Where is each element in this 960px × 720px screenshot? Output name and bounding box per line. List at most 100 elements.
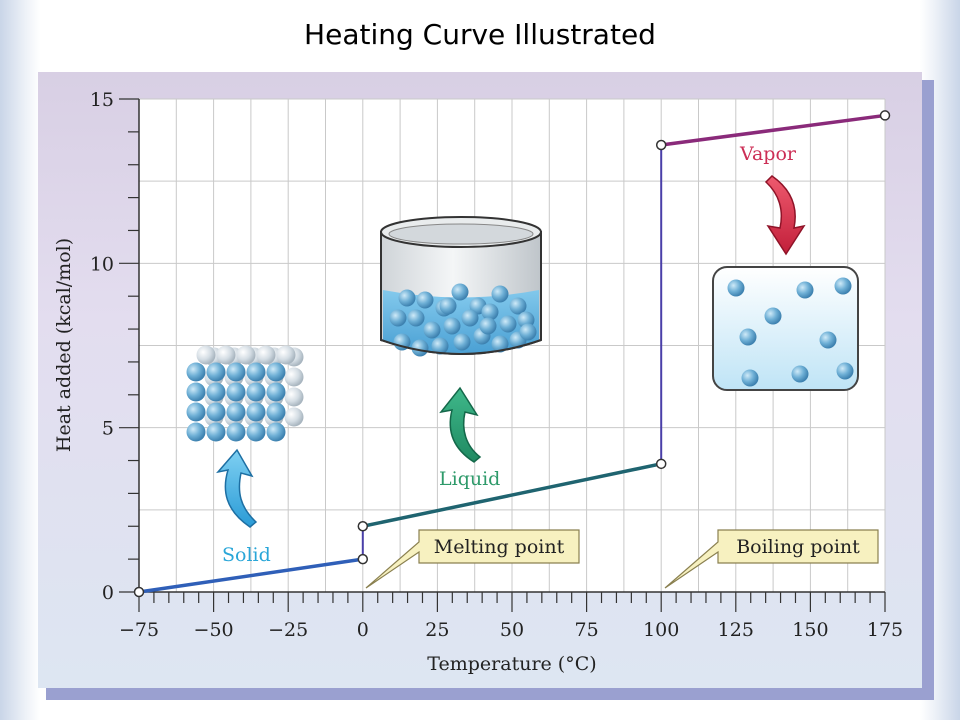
solid-particle (206, 362, 226, 382)
solid-particle (236, 345, 256, 365)
curve-point (357, 521, 369, 532)
liquid-particle (439, 297, 457, 315)
solid-particle (276, 345, 296, 365)
liquid-particle (479, 317, 497, 335)
liquid-particle (491, 285, 509, 303)
solid-particle (196, 345, 216, 365)
solid-particle (284, 387, 304, 407)
vapor-particle (819, 331, 837, 349)
solid-particle (206, 422, 226, 442)
liquid-particle (509, 297, 527, 315)
y-tick-label: 0 (102, 582, 114, 604)
solid-particle (186, 362, 206, 382)
solid-particle (226, 402, 246, 422)
solid-particle (266, 382, 286, 402)
x-tick-label: 125 (718, 619, 754, 641)
solid-particle (246, 362, 266, 382)
liquid-particle (499, 315, 517, 333)
solid-particle (226, 362, 246, 382)
slide-title: Heating Curve Illustrated (304, 18, 656, 51)
solid-particle (246, 402, 266, 422)
liquid-particle (423, 321, 441, 339)
x-tick-label: −50 (194, 619, 234, 641)
solid-particle (266, 362, 286, 382)
liquid-arrow-icon (439, 386, 482, 463)
vapor-particle (834, 277, 852, 295)
solid-particle (256, 345, 276, 365)
curve-points (133, 110, 891, 598)
liquid-particle (491, 335, 509, 353)
y-tick-label: 10 (90, 253, 114, 275)
solid-particle (206, 382, 226, 402)
vapor-particle (764, 307, 782, 325)
liquid-particle (407, 309, 425, 327)
vapor-label: Vapor (739, 143, 797, 165)
vapor-particle (727, 279, 745, 297)
liquid-particle (411, 339, 429, 357)
liquid-particle (519, 323, 537, 341)
solid-particle (216, 345, 236, 365)
liquid-particle (461, 309, 479, 327)
vapor-particle (739, 328, 757, 346)
solid-particle (246, 382, 266, 402)
vapor-particle (836, 362, 854, 380)
curve-point (655, 139, 667, 151)
y-axis-label: Heat added (kcal/mol) (53, 238, 75, 452)
liquid-particle (451, 283, 469, 301)
x-tick-label: 25 (425, 619, 449, 641)
solid-particle (226, 422, 246, 442)
y-tick-label: 15 (90, 89, 114, 111)
x-tick-label: 175 (867, 619, 903, 641)
boiling-point-label: Boiling point (736, 536, 860, 558)
vapor-particle (796, 281, 814, 299)
curve-point (133, 586, 145, 598)
x-tick-label: 0 (357, 619, 369, 641)
boiling-point-callout: Boiling point (664, 529, 879, 589)
solid-particle (266, 402, 286, 422)
vapor-particle (741, 369, 759, 387)
curve-segment-solid (137, 557, 365, 594)
solid-particle (186, 402, 206, 422)
curve-point (357, 553, 369, 565)
solid-particle (284, 407, 304, 427)
tick-marks (119, 98, 886, 612)
x-tick-label: 50 (500, 619, 524, 641)
liquid-particle (398, 289, 416, 307)
liquid-particle (416, 291, 434, 309)
vapor-illustration (712, 266, 859, 391)
vapor-particle (791, 365, 809, 383)
liquid-particle (453, 333, 471, 351)
heating-curve (137, 113, 887, 594)
solid-particle (246, 422, 266, 442)
x-tick-label: −25 (268, 619, 308, 641)
solid-label: Solid (222, 544, 271, 566)
solid-particle (226, 382, 246, 402)
x-axis-label: Temperature (°C) (427, 653, 596, 675)
liquid-illustration (380, 216, 542, 357)
solid-particle (186, 422, 206, 442)
x-tick-label: 150 (792, 619, 828, 641)
liquid-particle (431, 337, 449, 355)
curve-segment-liquid (361, 462, 663, 529)
solid-particle (266, 422, 286, 442)
vapor-arrow-icon (764, 175, 806, 256)
y-tick-label: 5 (102, 418, 114, 440)
x-tick-label: −75 (119, 619, 159, 641)
liquid-particle (389, 309, 407, 327)
curve-segment-vapor (659, 113, 887, 147)
solid-particle (206, 402, 226, 422)
melting-point-callout: Melting point (365, 529, 580, 589)
curve-point (879, 110, 891, 121)
tick-labels: −75 −50 −25 0 25 50 75 100 125 150 175 0 5 10 15 (90, 89, 903, 641)
melting-point-label: Melting point (434, 536, 565, 558)
liquid-particle (481, 303, 499, 321)
solid-arrow-icon (216, 448, 258, 528)
solid-particle (186, 382, 206, 402)
curve-point (655, 458, 667, 470)
x-tick-label: 75 (575, 619, 599, 641)
solid-illustration (186, 345, 304, 442)
liquid-particle (443, 317, 461, 335)
x-tick-label: 100 (643, 619, 679, 641)
solid-particle (284, 367, 304, 387)
